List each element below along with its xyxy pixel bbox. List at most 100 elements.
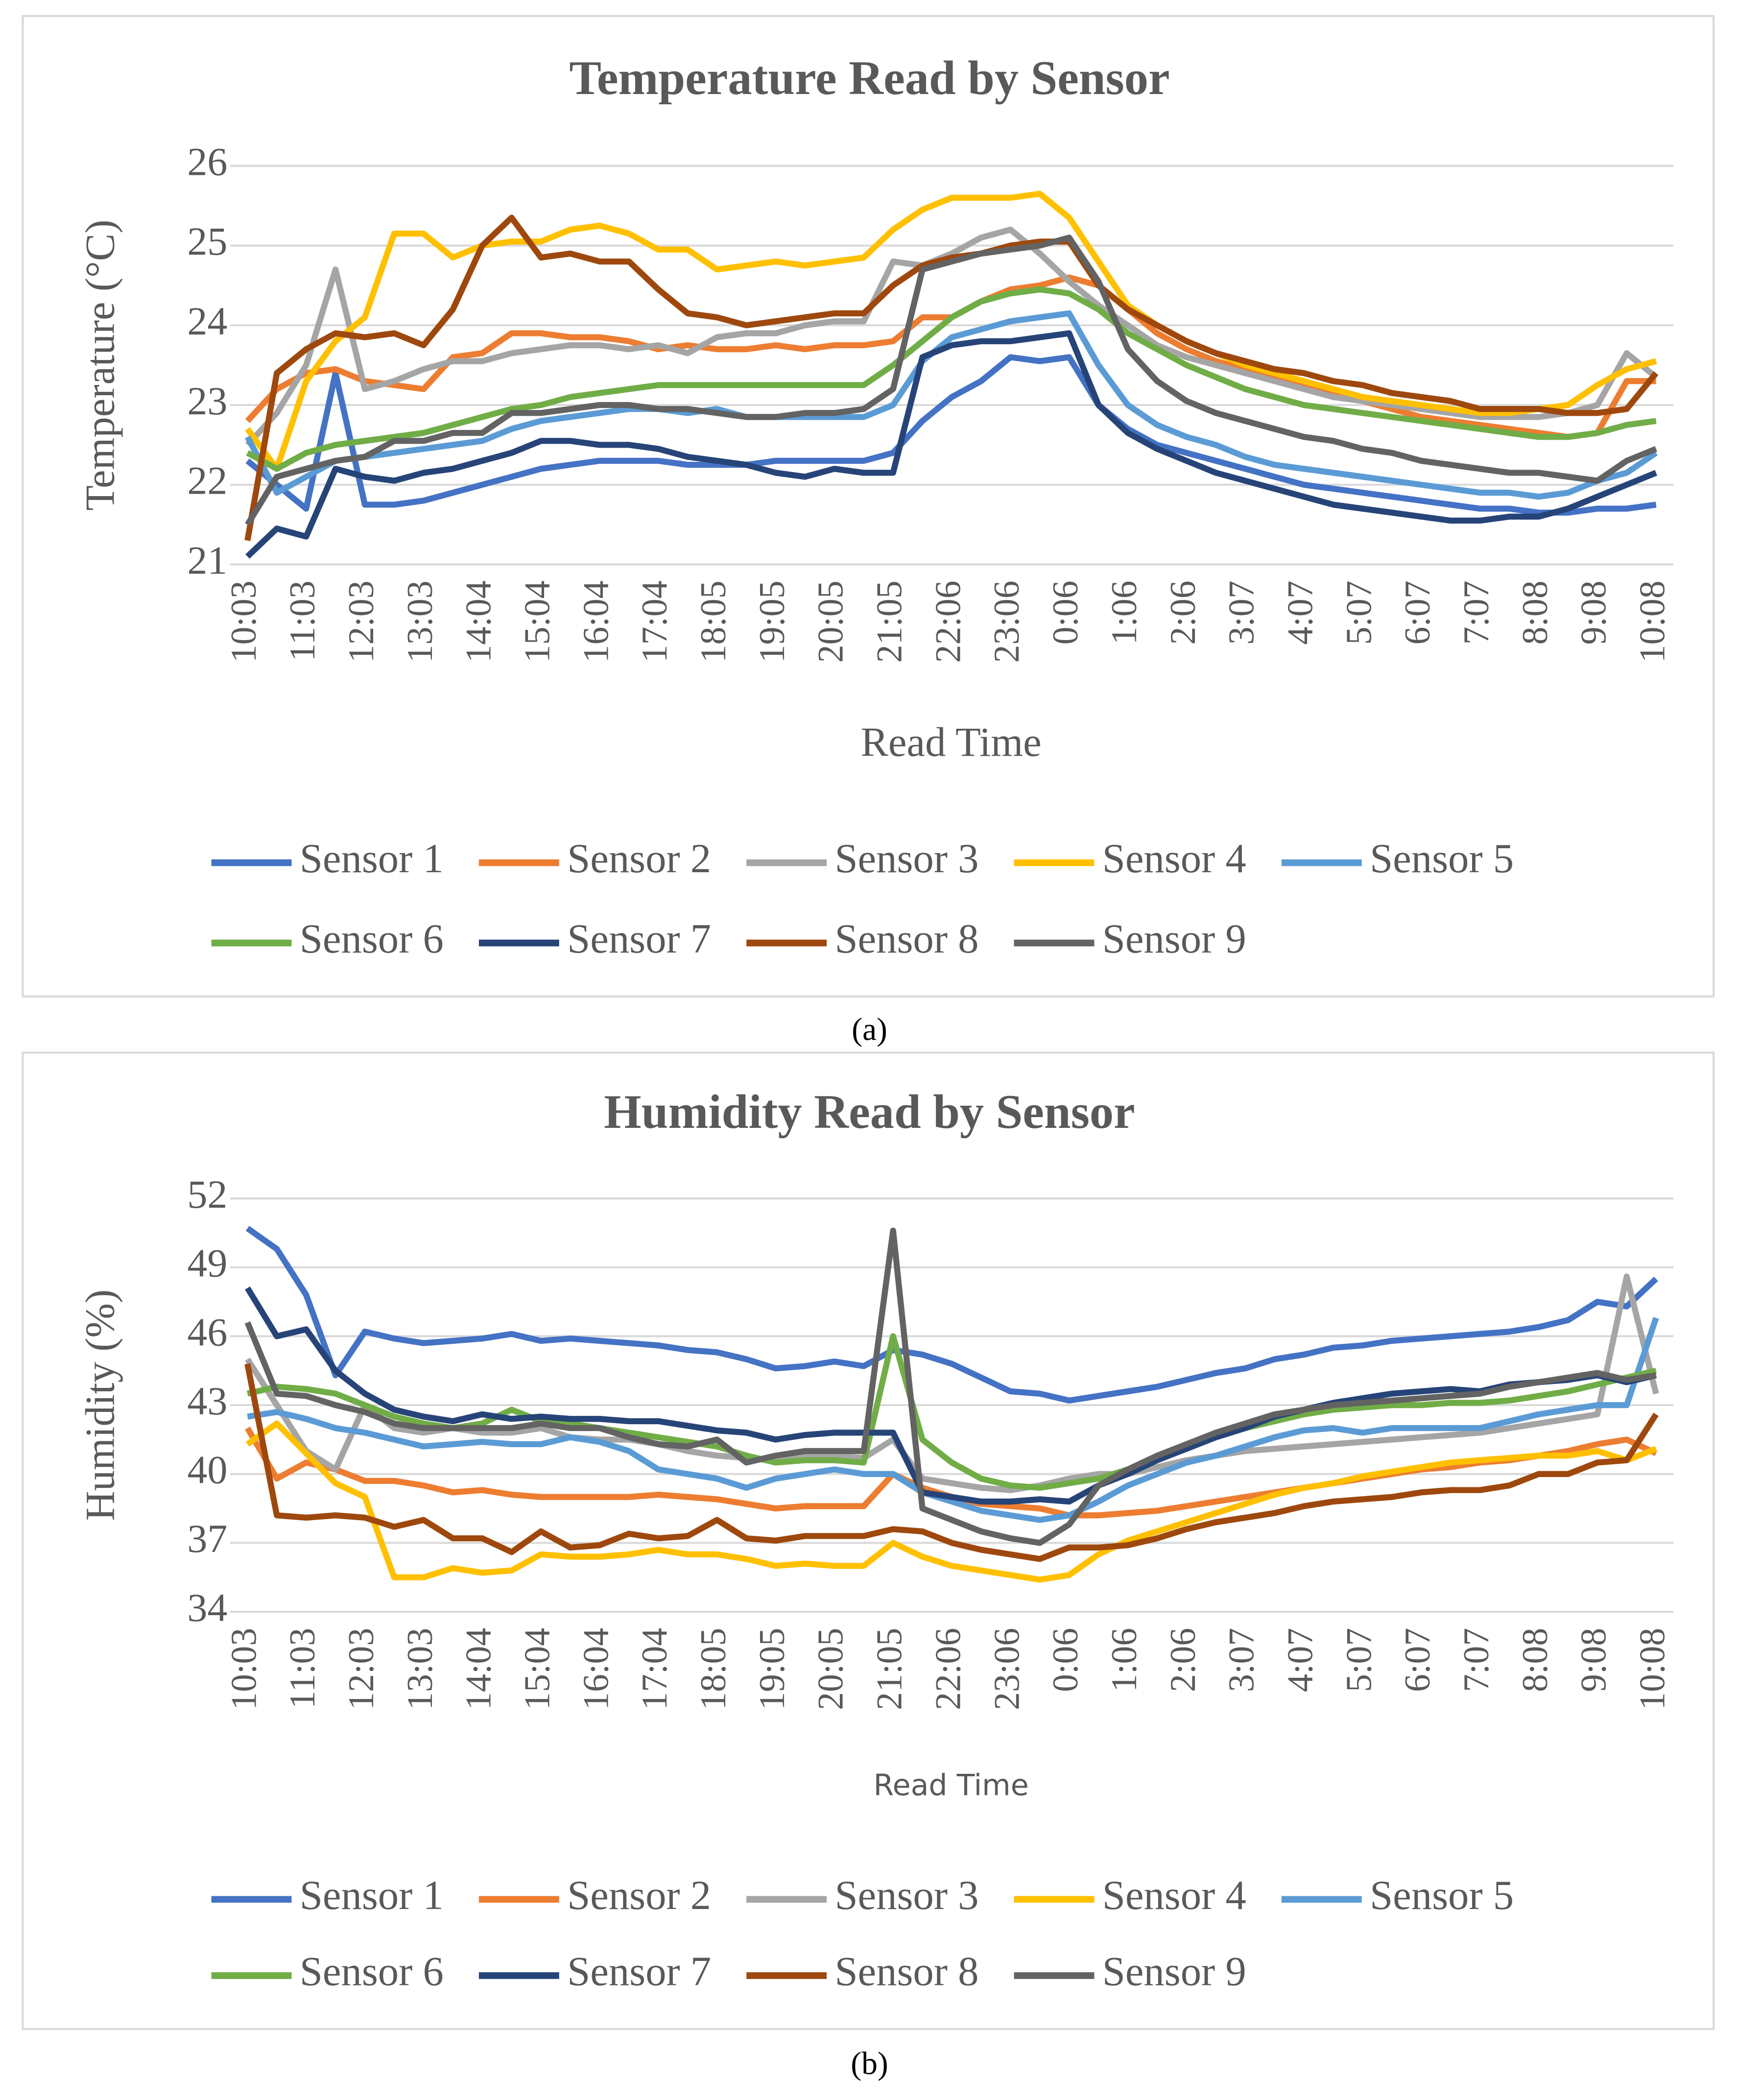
y-tick-label: 52: [187, 1172, 227, 1217]
y-tick-label: 40: [187, 1448, 227, 1492]
x-tick-label: 16:04: [575, 1628, 616, 1710]
x-tick-label: 9:08: [1573, 1628, 1614, 1692]
x-tick-label: 3:07: [1221, 580, 1262, 644]
x-tick-label: 0:06: [1045, 580, 1085, 644]
x-axis-title: Read Time: [860, 719, 1041, 765]
x-tick-label: 11:03: [282, 1628, 322, 1709]
y-tick-label: 26: [187, 139, 227, 184]
y-axis-title: Humidity (%): [77, 1289, 123, 1521]
x-tick-label: 5:07: [1338, 580, 1379, 644]
x-tick-label: 3:07: [1221, 1628, 1262, 1692]
x-tick-label: 23:06: [986, 1628, 1026, 1710]
legend-label: Sensor 2: [567, 836, 711, 882]
x-tick-label: 0:06: [1045, 1628, 1085, 1692]
series-line: [245, 1286, 1657, 1505]
x-tick-label: 22:06: [928, 580, 968, 663]
series-line: [245, 354, 1657, 516]
x-tick-label: 21:05: [869, 580, 909, 663]
y-tick-label: 49: [187, 1241, 227, 1286]
x-tick-label: 2:06: [1163, 580, 1203, 644]
legend-label: Sensor 4: [1102, 1873, 1246, 1918]
series-line: [245, 330, 1657, 559]
series-line: [245, 235, 1657, 526]
legend-label: Sensor 6: [300, 1949, 444, 1994]
x-tick-label: 4:07: [1280, 580, 1320, 644]
chart-title: Humidity Read by Sensor: [604, 1085, 1135, 1139]
legend-label: Sensor 1: [300, 836, 444, 882]
x-tick-label: 18:05: [693, 580, 733, 663]
x-tick-label: 10:08: [1632, 1628, 1672, 1710]
x-tick-label: 12:03: [341, 580, 381, 663]
x-tick-label: 8:08: [1515, 580, 1555, 644]
x-tick-label: 4:07: [1280, 1628, 1320, 1692]
y-tick-label: 34: [187, 1585, 227, 1630]
x-tick-label: 16:04: [575, 580, 616, 663]
series-line: [245, 1226, 1658, 1404]
x-tick-label: 8:08: [1515, 1628, 1555, 1692]
x-tick-label: 14:04: [458, 580, 499, 663]
legend-label: Sensor 4: [1102, 836, 1246, 882]
series-line: [245, 226, 1658, 447]
x-tick-label: 15:04: [517, 580, 557, 663]
series-line: [244, 1227, 1657, 1546]
legend-label: Sensor 7: [567, 916, 711, 962]
x-tick-label: 5:07: [1338, 1628, 1379, 1692]
y-axis-title: Temperature (°C): [77, 219, 123, 510]
chart-title: Temperature Read by Sensor: [569, 51, 1169, 105]
series-line: [244, 310, 1658, 500]
x-tick-label: 14:04: [458, 1628, 499, 1710]
x-tick-label: 11:03: [282, 580, 322, 661]
legend-label: Sensor 8: [834, 1949, 978, 1994]
legend-label: Sensor 3: [834, 836, 978, 882]
chart-frame: [22, 1051, 1715, 2030]
series-line: [247, 1317, 1659, 1523]
x-tick-label: 1:06: [1104, 580, 1144, 644]
y-tick-label: 25: [187, 219, 227, 263]
y-tick-label: 22: [187, 458, 227, 503]
x-tick-label: 10:03: [223, 1628, 263, 1710]
legend-label: Sensor 2: [567, 1873, 711, 1918]
series-line: [246, 1333, 1657, 1491]
y-tick-label: 24: [187, 299, 227, 343]
legend-label: Sensor 6: [300, 916, 444, 962]
x-tick-label: 21:05: [869, 1628, 909, 1710]
x-tick-label: 6:07: [1397, 1628, 1437, 1692]
legend-label: Sensor 1: [300, 1873, 444, 1918]
y-tick-label: 43: [187, 1379, 227, 1423]
series-line: [245, 1420, 1657, 1583]
caption: (a): [852, 1012, 887, 1048]
x-tick-label: 15:04: [517, 1628, 557, 1710]
x-tick-label: 22:06: [928, 1628, 968, 1710]
series-line: [244, 215, 1659, 541]
x-tick-label: 7:07: [1456, 1628, 1496, 1692]
x-tick-label: 1:06: [1104, 1628, 1144, 1692]
x-tick-label: 10:03: [223, 580, 263, 663]
series-line: [244, 1363, 1659, 1562]
x-tick-label: 17:04: [634, 580, 674, 663]
legend-label: Sensor 7: [567, 1949, 711, 1994]
y-tick-label: 23: [187, 379, 227, 423]
series-line: [246, 286, 1657, 472]
x-tick-label: 6:07: [1397, 580, 1437, 644]
x-tick-label: 12:03: [341, 1628, 381, 1710]
legend-label: Sensor 9: [1102, 1949, 1246, 1994]
legend-label: Sensor 9: [1102, 916, 1246, 962]
y-tick-label: 21: [187, 538, 227, 582]
x-axis-title: Read Time: [874, 1768, 1029, 1802]
x-tick-label: 9:08: [1573, 580, 1614, 644]
x-tick-label: 7:07: [1456, 580, 1496, 644]
caption: (b): [851, 2046, 888, 2081]
x-tick-label: 19:05: [752, 1628, 792, 1710]
x-tick-label: 17:04: [634, 1628, 674, 1710]
x-tick-label: 20:05: [810, 580, 851, 663]
y-tick-label: 37: [187, 1516, 227, 1561]
y-tick-label: 46: [187, 1310, 227, 1354]
x-tick-label: 20:05: [810, 1628, 851, 1710]
x-tick-label: 23:06: [986, 580, 1026, 663]
x-tick-label: 13:03: [400, 580, 440, 663]
x-tick-label: 13:03: [400, 1628, 440, 1710]
x-tick-label: 19:05: [752, 580, 792, 663]
legend-label: Sensor 3: [834, 1873, 978, 1918]
legend-label: Sensor 8: [834, 916, 978, 962]
